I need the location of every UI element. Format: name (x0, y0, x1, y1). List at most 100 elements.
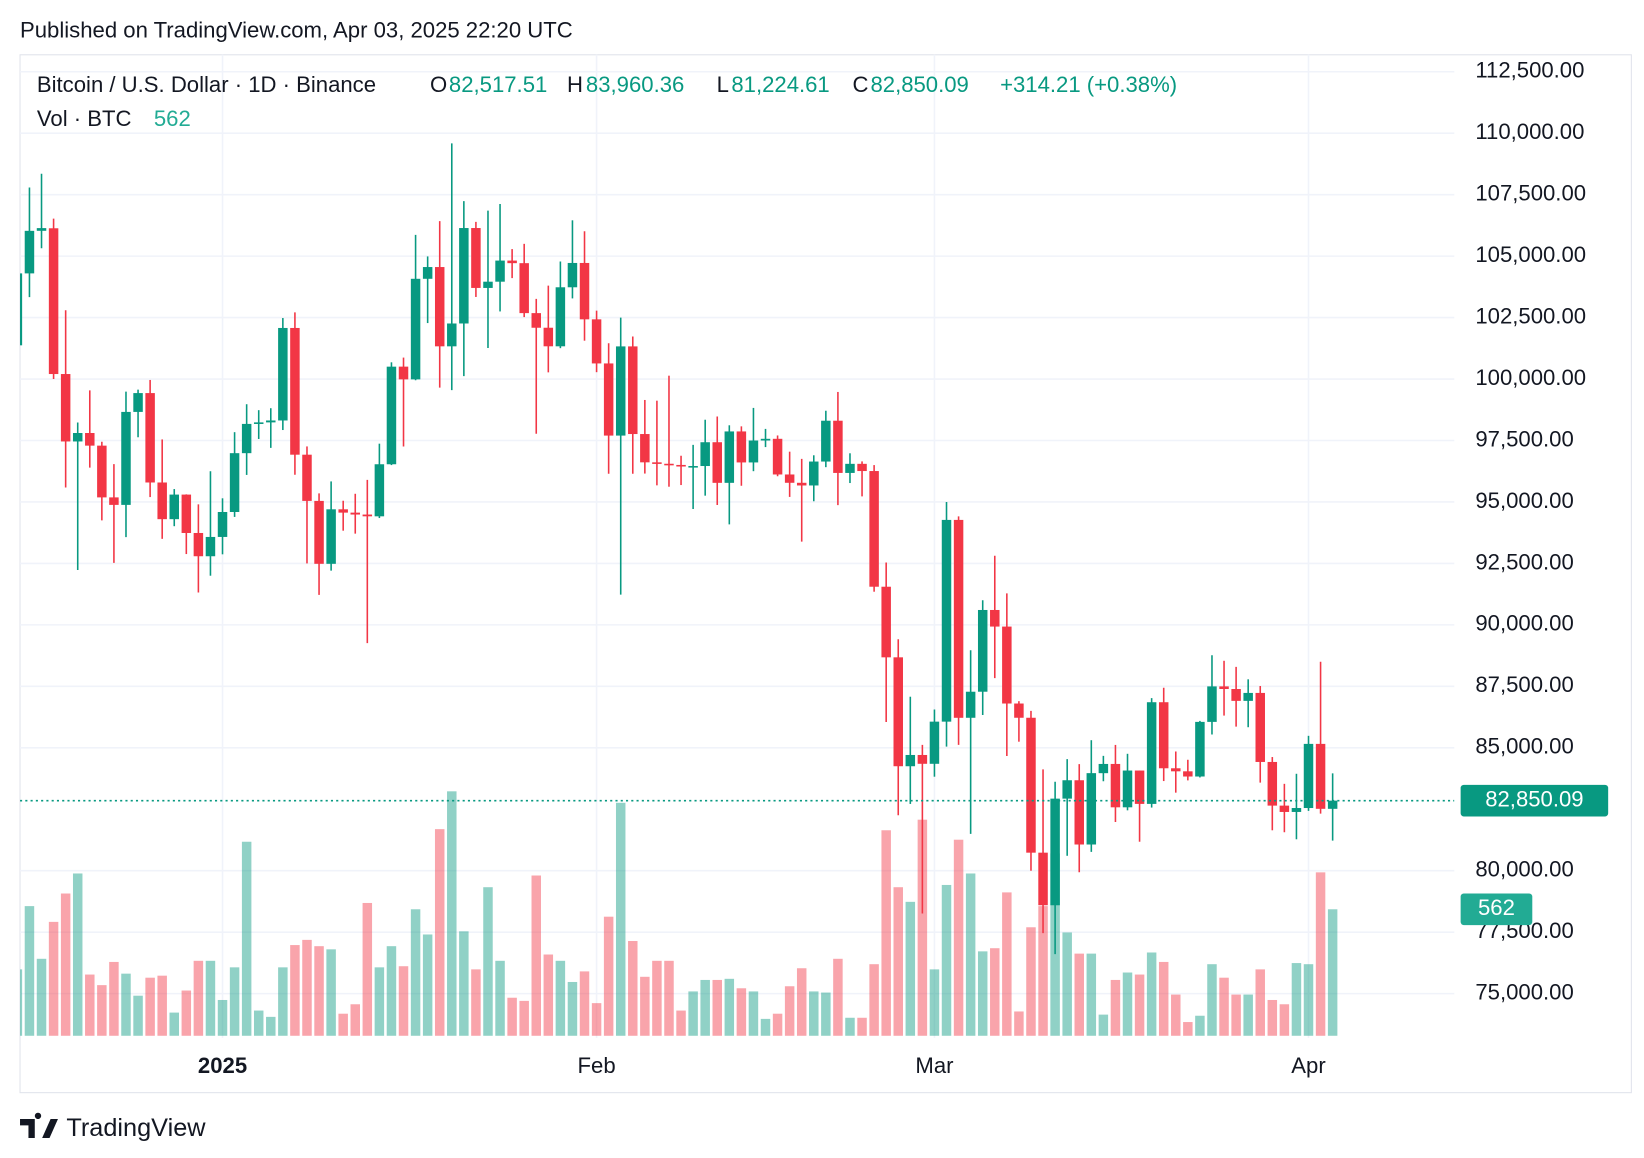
candle-body (1243, 692, 1253, 701)
volume-bar (640, 976, 650, 1036)
x-tick-label: Mar (915, 1053, 953, 1078)
volume-bar (1098, 1014, 1109, 1036)
volume-bar (314, 946, 324, 1036)
y-tick-label: 75,000.00 (1475, 979, 1573, 1004)
y-tick-label: 85,000.00 (1475, 734, 1573, 759)
volume-bar (1279, 1004, 1290, 1036)
volume-value: 562 (154, 106, 191, 131)
x-tick-label: Apr (1291, 1053, 1325, 1078)
volume-bar (1002, 892, 1012, 1036)
volume-bar (1303, 964, 1314, 1036)
candle-body (543, 327, 554, 347)
volume-bar (543, 954, 554, 1036)
volume-bar (121, 973, 131, 1036)
candle-body (748, 440, 759, 463)
candle-body (1026, 717, 1036, 853)
logo-icon (20, 1112, 58, 1138)
candle-body (374, 464, 385, 517)
candle-body (615, 346, 626, 436)
candle-body (929, 721, 940, 764)
candle-body (760, 438, 771, 441)
candle-body (1219, 686, 1229, 690)
volume-bar (181, 990, 192, 1036)
candle-body (145, 393, 155, 483)
x-tick-label: 2025 (198, 1053, 247, 1078)
volume-bar (809, 991, 819, 1036)
candle-body (422, 267, 433, 279)
volume-bar (229, 967, 240, 1036)
volume-bar (579, 971, 590, 1036)
volume-bar (483, 887, 493, 1036)
volume-bar (338, 1013, 348, 1036)
volume-bar (1062, 932, 1072, 1036)
candle-body (1062, 780, 1072, 799)
candle-body (434, 267, 445, 347)
volume-bar (1327, 909, 1338, 1036)
volume-bar (1291, 963, 1302, 1036)
candle-body (724, 431, 735, 483)
volume-bar (833, 958, 843, 1036)
volume-bar (1146, 952, 1157, 1036)
candle-pane (20, 143, 1455, 955)
candle-body (555, 287, 566, 347)
candle-body (1110, 763, 1121, 808)
volume-bar (302, 939, 312, 1036)
y-tick-label: 112,500.00 (1475, 58, 1584, 83)
candle-body (603, 363, 614, 436)
candle-body (688, 466, 698, 468)
candle-body (519, 263, 529, 314)
candle-body (471, 228, 481, 288)
candle-body (881, 586, 891, 658)
volume-bar (688, 991, 698, 1036)
volume-bar (736, 988, 747, 1036)
price-axis: 112,500.00 110,000.00 107,500.00 105,000.00… (198, 58, 1609, 1078)
candle-body (36, 228, 47, 231)
volume-bar (712, 979, 722, 1036)
volume-bar (628, 941, 638, 1036)
candle-body (965, 691, 976, 718)
volume-bar (20, 969, 23, 1036)
volume-bar (893, 887, 903, 1036)
candle-body (507, 260, 517, 264)
volume-bar (784, 986, 795, 1036)
candle-body (290, 327, 300, 455)
candle-body (205, 536, 216, 557)
y-tick-label: 107,500.00 (1475, 181, 1586, 206)
candle-body (736, 431, 747, 463)
volume-bar (495, 960, 505, 1036)
candle-body (133, 393, 143, 412)
candle-body (917, 754, 928, 764)
candle-body (893, 657, 903, 767)
volume-bar (1158, 961, 1169, 1036)
volume-bar (1255, 969, 1265, 1036)
volume-bar (567, 981, 578, 1036)
symbol-name: Bitcoin / U.S. Dollar · 1D · Binance (37, 72, 376, 97)
volume-bar (471, 969, 481, 1036)
volume-bar (145, 977, 155, 1036)
volume-bar (1122, 972, 1133, 1036)
candle-body (1086, 773, 1097, 845)
volume-bar (85, 974, 95, 1036)
candle-body (181, 494, 192, 533)
candle-body (941, 519, 952, 722)
candle-body (24, 230, 35, 274)
candle-body (302, 454, 312, 501)
volume-bar (1110, 979, 1121, 1036)
candle-body (1255, 692, 1265, 762)
candle-body (121, 411, 131, 505)
volume-bar (1038, 906, 1048, 1036)
volume-bar (459, 931, 469, 1036)
candle-body (712, 442, 722, 483)
volume-bar (977, 951, 988, 1036)
volume-bar (169, 1012, 179, 1036)
volume-bar (652, 960, 662, 1036)
volume-bar (24, 906, 35, 1036)
candle-body (398, 366, 409, 380)
volume-bar (724, 978, 735, 1036)
volume-bar (241, 841, 252, 1036)
candle-body (60, 374, 71, 442)
candle-body (1134, 770, 1145, 804)
candle-body (1315, 743, 1326, 809)
volume-bar (796, 968, 807, 1036)
candle-body (338, 509, 348, 513)
